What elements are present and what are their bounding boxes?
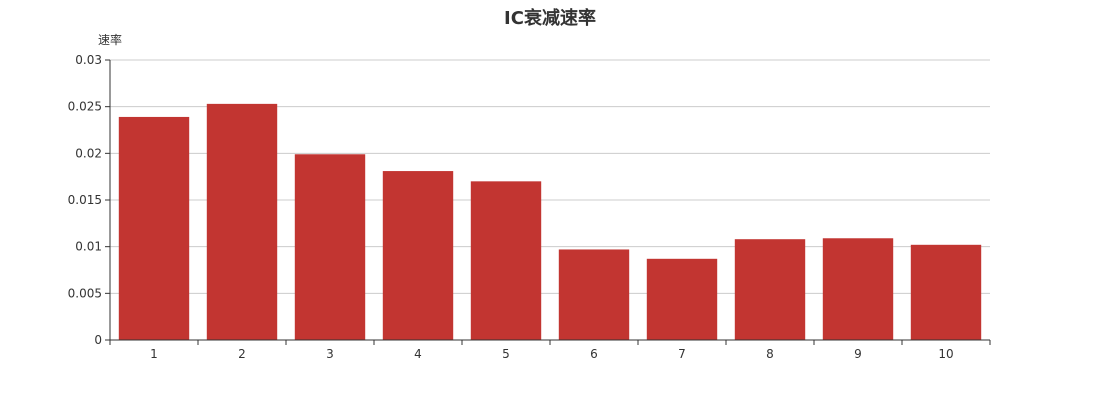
x-tick-label: 6	[590, 347, 598, 361]
bar-4[interactable]	[382, 171, 454, 340]
x-tick-labels: 1 2 3 4 5 6 7 8 9 10	[150, 347, 953, 361]
bar-3[interactable]	[294, 154, 366, 340]
y-tick-label: 0.01	[75, 240, 102, 254]
bar-9[interactable]	[822, 238, 894, 340]
x-tick-label: 10	[938, 347, 953, 361]
bar-2[interactable]	[206, 103, 278, 340]
x-tick-label: 5	[502, 347, 510, 361]
x-tick-label: 2	[238, 347, 246, 361]
x-tick-label: 3	[326, 347, 334, 361]
x-tick-label: 4	[414, 347, 422, 361]
y-axis-name: 速率	[98, 32, 122, 47]
axes	[105, 59, 991, 345]
bar-8[interactable]	[734, 239, 806, 340]
y-tick-label: 0	[94, 333, 102, 347]
y-tick-label: 0.015	[68, 193, 102, 207]
bar-5[interactable]	[470, 181, 542, 340]
bar-6[interactable]	[558, 249, 630, 340]
y-tick-label: 0.025	[68, 100, 102, 114]
x-tick-label: 1	[150, 347, 158, 361]
x-tick-label: 7	[678, 347, 686, 361]
y-tick-label: 0.03	[75, 53, 102, 67]
x-tick-label: 9	[854, 347, 862, 361]
bar-1[interactable]	[118, 116, 190, 340]
x-tick-label: 8	[766, 347, 774, 361]
bar-10[interactable]	[910, 244, 982, 340]
bars	[118, 103, 982, 340]
y-tick-label: 0.005	[68, 286, 102, 300]
chart-title: IC衰减速率	[504, 7, 596, 29]
y-tick-label: 0.02	[75, 146, 102, 160]
bar-7[interactable]	[646, 258, 718, 340]
y-tick-labels: 0 0.005 0.01 0.015 0.02 0.025 0.03	[68, 53, 102, 347]
